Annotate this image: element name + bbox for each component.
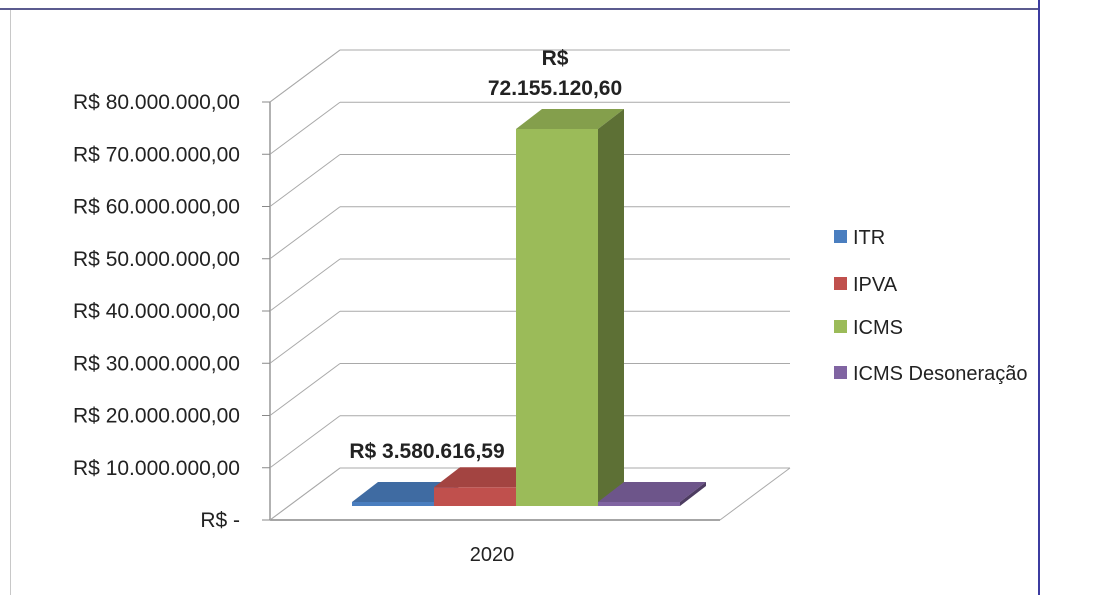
legend-swatch-itr xyxy=(834,230,847,243)
legend-label-icms-desoneracao: ICMS Desoneração xyxy=(853,363,1028,385)
bar-side-icms xyxy=(598,108,624,506)
gridline-diag-7 xyxy=(269,101,341,155)
y-tick-label-3: R$ 30.000.000,00 xyxy=(73,352,240,375)
y-tick-label-5: R$ 50.000.000,00 xyxy=(73,248,240,271)
legend-label-itr: ITR xyxy=(853,227,885,249)
gridline-diag-0 xyxy=(269,467,341,521)
legend-swatch-ipva xyxy=(834,277,847,290)
x-tick-label-2020: 2020 xyxy=(470,544,515,566)
legend-swatch-icms-desoneracao xyxy=(834,366,847,379)
y-tick-label-0: R$ - xyxy=(200,509,240,532)
chart-bars xyxy=(352,108,706,506)
bar-front-icms xyxy=(516,128,598,506)
y-tick-label-7: R$ 70.000.000,00 xyxy=(73,143,240,166)
bar-top-icms-desonera-o xyxy=(598,482,706,502)
bar-top-ipva xyxy=(434,467,542,488)
y-axis-ticks: R$ - R$ 10.000.000,00 R$ 20.000.000,00 R$ 3… xyxy=(73,91,270,532)
bar-top-itr xyxy=(352,482,460,502)
bar-front-icms-desonera-o xyxy=(598,502,680,506)
gridline-diag-2 xyxy=(269,363,341,416)
gridline-diag-5 xyxy=(269,206,341,260)
gridline-diag-6 xyxy=(269,154,341,207)
bar-front-itr xyxy=(352,502,434,506)
y-tick-label-6: R$ 60.000.000,00 xyxy=(73,196,240,219)
y-tick-label-8: R$ 80.000.000,00 xyxy=(73,91,240,114)
frame-right-border xyxy=(1038,0,1040,595)
data-labels: R$ 3.580.616,59 R$ 72.155.120,60 xyxy=(349,47,622,463)
data-label-icms-line1: R$ xyxy=(542,47,569,70)
y-tick-label-2: R$ 20.000.000,00 xyxy=(73,405,240,428)
gridline-diag-3 xyxy=(269,310,341,364)
y-tick-label-1: R$ 10.000.000,00 xyxy=(73,457,240,480)
data-label-ipva: R$ 3.580.616,59 xyxy=(349,440,504,463)
y-tick-label-4: R$ 40.000.000,00 xyxy=(73,300,240,323)
x-axis: 2020 xyxy=(470,544,515,566)
gridline-diag-8 xyxy=(269,49,341,103)
gridline-diag-4 xyxy=(269,258,341,312)
frame-left-border xyxy=(10,10,11,595)
legend-label-ipva: IPVA xyxy=(853,274,898,296)
legend-swatch-icms xyxy=(834,320,847,333)
legend-label-icms: ICMS xyxy=(853,317,903,339)
gridline-diag-1 xyxy=(269,415,341,469)
bar-top-icms xyxy=(516,108,624,129)
frame-top-border xyxy=(0,8,1040,10)
floor-right-edge xyxy=(719,467,791,521)
bar-side-icms-desonera-o xyxy=(680,482,706,506)
bar-front-ipva xyxy=(434,487,516,506)
legend: ITR IPVA ICMS ICMS Desoneração xyxy=(834,227,1028,385)
data-label-icms-line2: 72.155.120,60 xyxy=(488,77,622,100)
